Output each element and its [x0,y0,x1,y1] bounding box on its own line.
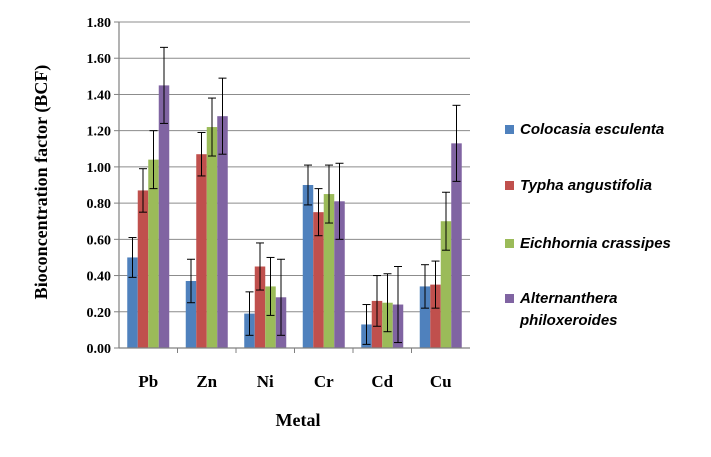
y-tick-label: 1.60 [87,52,112,67]
bar [440,221,452,348]
legend-swatch [505,125,514,134]
y-axis-title: Bioconcentration factor (BCF) [31,65,52,300]
x-category-label: Cd [371,372,393,391]
bars [127,85,462,349]
x-category-label: Ni [257,372,274,391]
bar [419,286,431,348]
y-tick-labels: 0.00 0.20 0.40 0.60 0.80 1.00 1.20 1.40 1.60 1.80 [87,16,112,357]
bar [158,85,170,348]
gridlines [119,21,470,313]
y-tick-label: 0.80 [87,197,112,212]
y-tick-label: 0.20 [87,306,112,321]
x-category-label: Cu [430,372,452,391]
y-tick-label: 0.60 [87,233,112,248]
y-tick-label: 1.80 [87,16,112,31]
y-tick-label: 0.40 [87,270,112,285]
bar [323,194,335,348]
y-tick-label: 1.40 [87,88,112,103]
legend-swatch [505,239,514,248]
x-category-label: Cr [314,372,334,391]
bar [254,266,266,348]
legend-label: Eichhornia crassipes [520,235,671,252]
y-tick-label: 0.00 [87,342,112,357]
x-category-labels: Pb Zn Ni Cr Cd Cu [138,372,451,391]
bar [127,257,138,348]
bar [196,154,207,348]
axes [114,21,470,353]
error-bars [128,46,461,345]
bar [137,190,149,348]
y-tick-label: 1.20 [87,125,112,140]
legend-label: philoxeroides [519,312,618,329]
legend-label: Alternanthera [519,290,618,307]
bar [430,284,441,348]
legend-label: Colocasia esculenta [520,121,664,138]
x-category-label: Pb [138,372,158,391]
legend: Colocasia esculenta Typha angustifolia Eic… [505,121,671,329]
bar [265,286,276,348]
bar [302,185,314,348]
x-axis-title: Metal [276,410,321,430]
bar [148,159,159,348]
bar [206,127,218,349]
bar [313,212,324,348]
bar [451,143,462,348]
y-tick-label: 1.00 [87,161,112,176]
x-category-label: Zn [196,372,217,391]
bar [334,201,345,348]
bar [185,280,197,348]
legend-swatch [505,181,514,190]
legend-label: Typha angustifolia [520,177,652,194]
bar [217,116,228,348]
legend-swatch [505,294,514,303]
